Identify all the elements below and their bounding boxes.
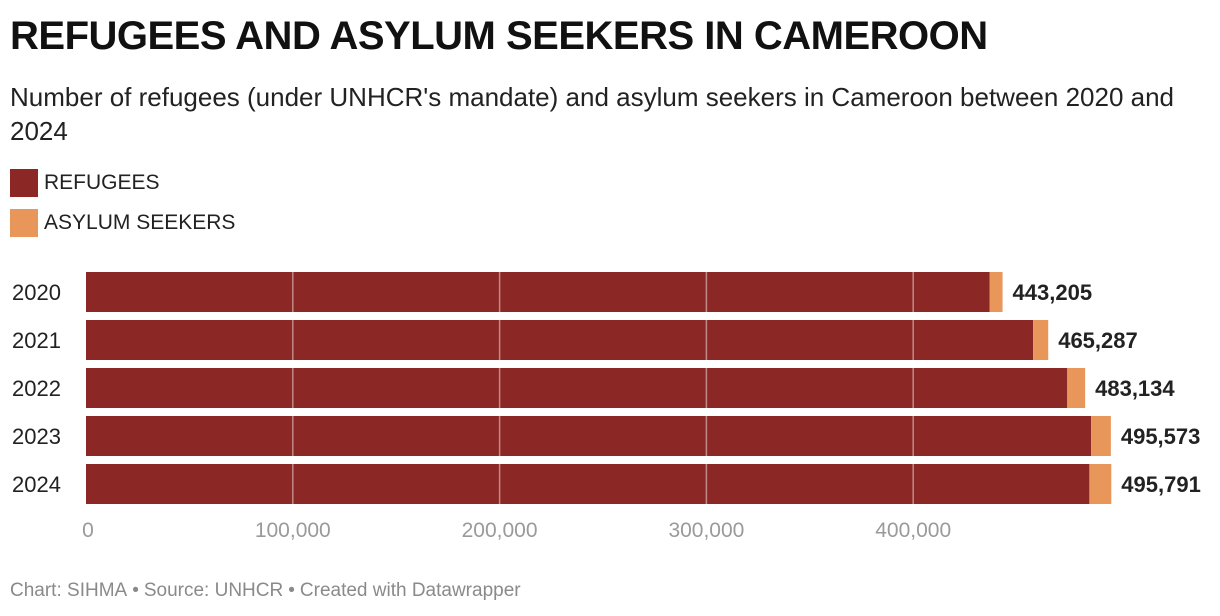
legend-swatch-refugees bbox=[10, 169, 38, 197]
category-label: 2022 bbox=[12, 376, 61, 401]
legend-item-refugees: REFUGEES bbox=[10, 168, 235, 198]
x-tick-label: 0 bbox=[82, 519, 94, 542]
bar-refugees bbox=[86, 416, 1092, 456]
footer-created-with: Created with Datawrapper bbox=[299, 580, 521, 601]
x-tick-label: 400,000 bbox=[875, 519, 951, 542]
total-value-label: 495,573 bbox=[1121, 424, 1201, 449]
footer-separator: • bbox=[132, 580, 139, 601]
total-value-label: 443,205 bbox=[1013, 280, 1093, 305]
legend-label-refugees: REFUGEES bbox=[44, 171, 160, 194]
total-value-label: 465,287 bbox=[1058, 328, 1138, 353]
legend: REFUGEES ASYLUM SEEKERS bbox=[10, 168, 235, 248]
bar-asylum-seekers bbox=[1067, 368, 1086, 408]
footer: Chart: SIHMA • Source: UNHCR • Created with … bbox=[10, 580, 521, 602]
footer-source: Source: UNHCR bbox=[143, 580, 284, 601]
footer-chart-credit: Chart: SIHMA bbox=[10, 580, 128, 601]
total-value-label: 495,791 bbox=[1121, 472, 1201, 497]
bar-asylum-seekers bbox=[1033, 320, 1049, 360]
bar-asylum-seekers bbox=[1089, 464, 1112, 504]
category-label: 2020 bbox=[12, 280, 61, 305]
legend-swatch-asylum-seekers bbox=[10, 209, 38, 237]
x-tick-label: 100,000 bbox=[255, 519, 331, 542]
category-label: 2024 bbox=[12, 472, 61, 497]
bar-refugees bbox=[86, 464, 1090, 504]
bar-asylum-seekers bbox=[989, 272, 1003, 312]
category-label: 2023 bbox=[12, 424, 61, 449]
total-value-label: 483,134 bbox=[1095, 376, 1175, 401]
footer-separator: • bbox=[288, 580, 295, 601]
bar-refugees bbox=[86, 320, 1034, 360]
bar-refugees bbox=[86, 368, 1068, 408]
legend-item-asylum-seekers: ASYLUM SEEKERS bbox=[10, 208, 235, 238]
legend-label-asylum-seekers: ASYLUM SEEKERS bbox=[44, 211, 236, 234]
x-tick-label: 300,000 bbox=[668, 519, 744, 542]
category-label: 2021 bbox=[12, 328, 61, 353]
chart-title: REFUGEES AND ASYLUM SEEKERS IN CAMEROON bbox=[10, 14, 988, 58]
x-tick-label: 200,000 bbox=[462, 519, 538, 542]
bar-asylum-seekers bbox=[1091, 416, 1111, 456]
bar-refugees bbox=[86, 272, 990, 312]
chart-subtitle: Number of refugees (under UNHCR's mandat… bbox=[10, 82, 1175, 146]
